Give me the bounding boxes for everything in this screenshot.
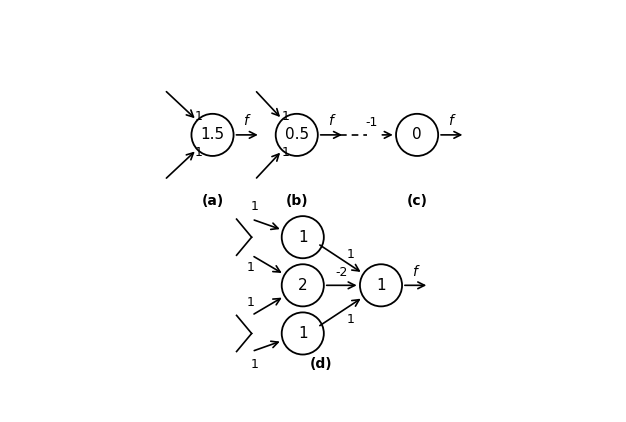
Text: 1: 1 bbox=[346, 248, 354, 261]
Text: f: f bbox=[244, 114, 248, 128]
Text: 1: 1 bbox=[346, 313, 354, 326]
Text: 0: 0 bbox=[413, 127, 422, 142]
Text: 1: 1 bbox=[246, 296, 254, 309]
Text: 1: 1 bbox=[246, 261, 254, 274]
Text: 1: 1 bbox=[195, 146, 202, 159]
Text: f: f bbox=[412, 265, 417, 279]
Text: 1: 1 bbox=[376, 278, 386, 293]
Text: (b): (b) bbox=[285, 194, 308, 208]
Text: (d): (d) bbox=[309, 357, 332, 371]
Text: 1: 1 bbox=[298, 230, 307, 245]
Text: f: f bbox=[327, 114, 332, 128]
Text: 1: 1 bbox=[250, 357, 259, 371]
Text: 0.5: 0.5 bbox=[285, 127, 309, 142]
Text: 1.5: 1.5 bbox=[200, 127, 225, 142]
Text: 1: 1 bbox=[298, 326, 307, 341]
Text: 1: 1 bbox=[282, 146, 289, 159]
Text: 1: 1 bbox=[195, 110, 202, 122]
Text: -2: -2 bbox=[336, 266, 348, 279]
Text: (a): (a) bbox=[202, 194, 223, 208]
Text: 1: 1 bbox=[282, 110, 289, 122]
Text: (c): (c) bbox=[407, 194, 428, 208]
Text: f: f bbox=[448, 114, 453, 128]
Text: 2: 2 bbox=[298, 278, 307, 293]
Text: -1: -1 bbox=[366, 116, 378, 130]
Text: 1: 1 bbox=[250, 200, 259, 213]
